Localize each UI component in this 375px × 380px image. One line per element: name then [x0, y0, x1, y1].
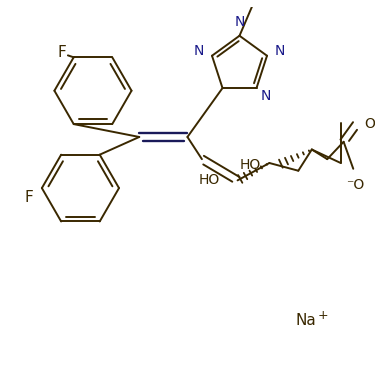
Text: F: F	[58, 45, 66, 60]
Text: N: N	[274, 44, 285, 58]
Text: F: F	[24, 190, 33, 205]
Text: HO: HO	[199, 173, 220, 187]
Text: N: N	[194, 44, 204, 58]
Text: N: N	[234, 15, 245, 29]
Text: HO: HO	[240, 158, 261, 172]
Text: N: N	[261, 89, 272, 103]
Text: Na: Na	[296, 313, 316, 328]
Text: O: O	[364, 117, 375, 131]
Text: +: +	[318, 309, 328, 322]
Text: ⁻O: ⁻O	[346, 179, 364, 192]
